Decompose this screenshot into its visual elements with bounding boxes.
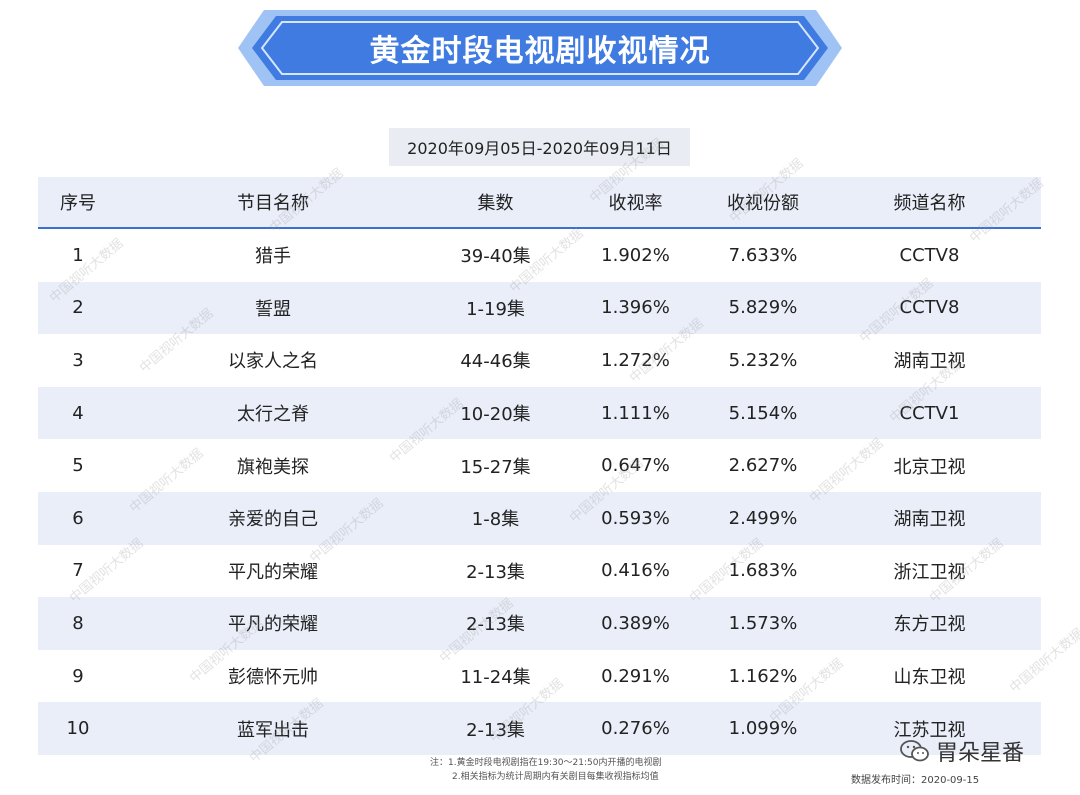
cell-name: 彭德怀元帅	[228, 667, 318, 689]
table-header: 序号 节目名称 集数 收视率 收视份额 频道名称	[38, 177, 1041, 229]
title-banner: 黄金时段电视剧收视情况	[236, 8, 844, 88]
cell-rank: 9	[72, 665, 84, 687]
table-row: 10 蓝军出击 2-13集 0.276% 1.099% 江苏卫视	[38, 702, 1041, 755]
cell-episodes: 11-24集	[460, 667, 531, 689]
cell-rating: 0.389%	[601, 612, 670, 634]
column-header-rating: 收视率	[608, 193, 663, 214]
column-header-channel: 频道名称	[893, 193, 966, 214]
footnote-1: 注：1.黄金时段电视剧指在19:30～21:50内开播的电视剧	[430, 758, 662, 768]
cell-episodes: 2-13集	[466, 719, 525, 741]
cell-rating: 0.647%	[601, 455, 670, 477]
cell-episodes: 2-13集	[466, 561, 525, 583]
cell-share: 1.099%	[728, 718, 798, 740]
cell-share: 1.573%	[728, 612, 798, 634]
cell-share: 1.162%	[728, 665, 798, 687]
cell-rating: 0.276%	[601, 718, 670, 740]
cell-channel: 浙江卫视	[893, 561, 966, 583]
cell-rank: 5	[72, 455, 84, 477]
cell-channel: CCTV1	[899, 402, 960, 424]
cell-name: 亲爱的自己	[228, 509, 318, 531]
cell-name: 太行之脊	[237, 404, 309, 426]
table-row: 6 亲爱的自己 1-8集 0.593% 2.499% 湖南卫视	[38, 491, 1041, 545]
cell-rank: 10	[66, 718, 90, 740]
table-row: 8 平凡的荣耀 2-13集 0.389% 1.573% 东方卫视	[38, 597, 1041, 650]
cell-episodes: 10-20集	[460, 404, 531, 426]
cell-rating: 0.291%	[601, 665, 670, 687]
cell-channel: 湖南卫视	[893, 351, 966, 373]
ratings-table: 序号 节目名称 集数 收视率 收视份额 频道名称 1 猎手 39-40集 1.902%…	[38, 177, 1041, 755]
page-title: 黄金时段电视剧收视情况	[369, 34, 711, 69]
table-row: 3 以家人之名 44-46集 1.272% 5.232% 湖南卫视	[38, 334, 1041, 387]
cell-channel: 北京卫视	[893, 456, 966, 478]
cell-rating: 0.416%	[601, 560, 670, 582]
cell-rank: 8	[72, 612, 84, 634]
footnote-2: 2.相关指标为统计周期内有关剧目每集收视指标均值	[452, 772, 659, 782]
cell-rank: 7	[72, 560, 84, 582]
table-row: 9 彭德怀元帅 11-24集 0.291% 1.162% 山东卫视	[38, 650, 1041, 703]
cell-channel: 江苏卫视	[893, 719, 966, 741]
cell-name: 平凡的荣耀	[228, 561, 318, 583]
cell-rating: 1.111%	[601, 402, 670, 424]
cell-share: 2.499%	[728, 507, 798, 529]
cell-share: 5.232%	[728, 349, 798, 371]
cell-name: 猎手	[255, 246, 291, 268]
cell-name: 旗袍美探	[237, 456, 309, 478]
cell-channel: CCTV8	[899, 244, 960, 266]
table-row: 4 太行之脊 10-20集 1.111% 5.154% CCTV1	[38, 386, 1041, 440]
cell-rank: 6	[72, 507, 84, 529]
cell-rank: 3	[72, 349, 84, 371]
column-header-episodes: 集数	[477, 193, 514, 214]
table-row: 7 平凡的荣耀 2-13集 0.416% 1.683% 浙江卫视	[38, 545, 1041, 598]
cell-episodes: 2-13集	[466, 614, 525, 636]
table-row: 5 旗袍美探 15-27集 0.647% 2.627% 北京卫视	[38, 439, 1041, 492]
footnotes: 注：1.黄金时段电视剧指在19:30～21:50内开播的电视剧 2.相关指标为统…	[430, 756, 661, 784]
cell-rating: 0.593%	[601, 507, 670, 529]
banner-shape	[238, 10, 842, 86]
cell-name: 以家人之名	[228, 351, 318, 373]
cell-share: 5.154%	[728, 402, 798, 424]
table-row: 1 猎手 39-40集 1.902% 7.633% CCTV8	[38, 229, 1041, 282]
cell-rank: 2	[72, 297, 84, 319]
cell-name: 平凡的荣耀	[228, 614, 318, 636]
cell-share: 7.633%	[728, 244, 798, 266]
brand-name: 胃朵星番	[936, 741, 1025, 766]
brand-logo: 胃朵星番	[900, 735, 1024, 767]
cell-share: 5.829%	[728, 297, 798, 319]
cell-channel: CCTV8	[899, 297, 960, 319]
cell-rank: 4	[72, 402, 84, 424]
column-header-rank: 序号	[60, 193, 96, 214]
cell-share: 2.627%	[728, 455, 798, 477]
cell-name: 誓盟	[255, 298, 291, 320]
release-date: 数据发布时间：2020-09-15	[851, 775, 980, 786]
column-header-name: 节目名称	[237, 193, 309, 214]
table-body: 1 猎手 39-40集 1.902% 7.633% CCTV8 2 誓盟 1-19集 1.396%…	[38, 229, 1041, 755]
cell-channel: 湖南卫视	[893, 509, 966, 531]
cell-episodes: 15-27集	[460, 456, 531, 478]
column-header-share: 收视份额	[727, 193, 799, 214]
cell-rating: 1.272%	[601, 349, 670, 371]
cell-episodes: 44-46集	[460, 351, 531, 373]
cell-rank: 1	[72, 244, 84, 266]
cell-episodes: 39-40集	[460, 246, 531, 268]
cell-episodes: 1-19集	[466, 298, 525, 320]
cell-rating: 1.396%	[601, 297, 670, 319]
cell-channel: 东方卫视	[893, 614, 966, 636]
table-row: 2 誓盟 1-19集 1.396% 5.829% CCTV8	[38, 281, 1041, 335]
cell-share: 1.683%	[728, 560, 798, 582]
wechat-icon	[900, 740, 929, 762]
cell-channel: 山东卫视	[893, 667, 966, 689]
cell-episodes: 1-8集	[471, 509, 520, 531]
cell-name: 蓝军出击	[237, 719, 309, 741]
date-range: 2020年09月05日-2020年09月11日	[389, 128, 690, 166]
cell-rating: 1.902%	[601, 244, 670, 266]
